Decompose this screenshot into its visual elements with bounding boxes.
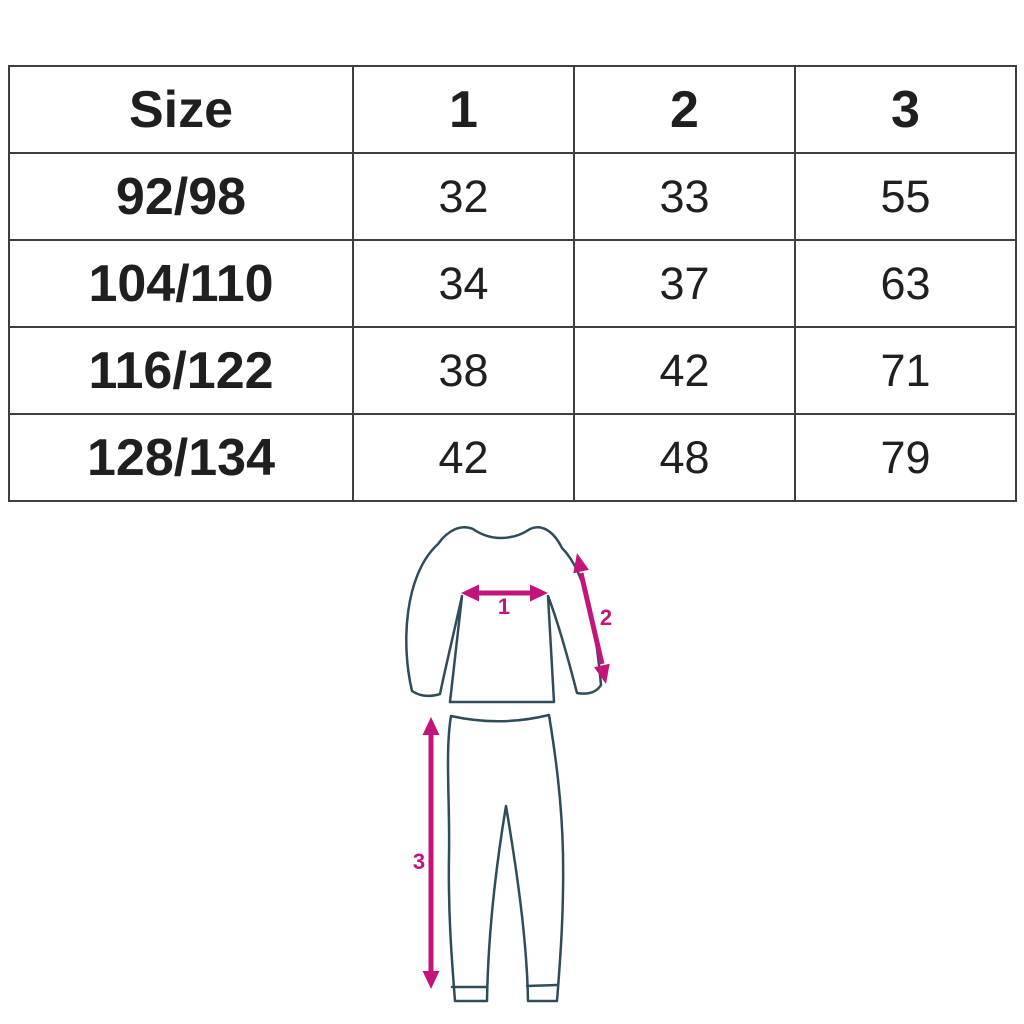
- table-header-row: Size 1 2 3: [8, 65, 1017, 154]
- column-header-size: Size: [8, 65, 354, 154]
- arrow-label-3: 3: [413, 849, 425, 874]
- size-row-label: 128/134: [8, 413, 354, 502]
- measurement-value: 42: [573, 326, 796, 415]
- measurement-value: 32: [352, 152, 575, 241]
- size-row-label: 116/122: [8, 326, 354, 415]
- measurement-value: 33: [573, 152, 796, 241]
- measurement-value: 48: [573, 413, 796, 502]
- pajama-pants-outline-icon: [446, 713, 565, 1003]
- arrow-label-2: 2: [600, 605, 612, 630]
- measurement-value: 63: [794, 239, 1017, 328]
- measurement-value: 71: [794, 326, 1017, 415]
- chest-width-arrow: [461, 584, 548, 602]
- table-row: 92/98 32 33 55: [8, 152, 1017, 241]
- size-row-label: 104/110: [8, 239, 354, 328]
- sleeve-length-arrow: [573, 553, 610, 684]
- measurement-value: 37: [573, 239, 796, 328]
- pants-length-arrow: [422, 717, 440, 989]
- size-chart-table: Size 1 2 3 92/98 32 33 55 104/110 34 37 …: [8, 65, 1017, 502]
- table-row: 116/122 38 42 71: [8, 326, 1017, 415]
- measurement-value: 34: [352, 239, 575, 328]
- size-row-label: 92/98: [8, 152, 354, 241]
- pants-cuff-seam: [525, 983, 559, 988]
- measurement-value: 38: [352, 326, 575, 415]
- column-header-3: 3: [794, 65, 1017, 154]
- measurement-value: 79: [794, 413, 1017, 502]
- table-row: 128/134 42 48 79: [8, 413, 1017, 502]
- column-header-2: 2: [573, 65, 796, 154]
- measurement-value: 42: [352, 413, 575, 502]
- measurement-value: 55: [794, 152, 1017, 241]
- arrow-label-1: 1: [498, 594, 510, 619]
- column-header-1: 1: [352, 65, 575, 154]
- table-row: 104/110 34 37 63: [8, 239, 1017, 328]
